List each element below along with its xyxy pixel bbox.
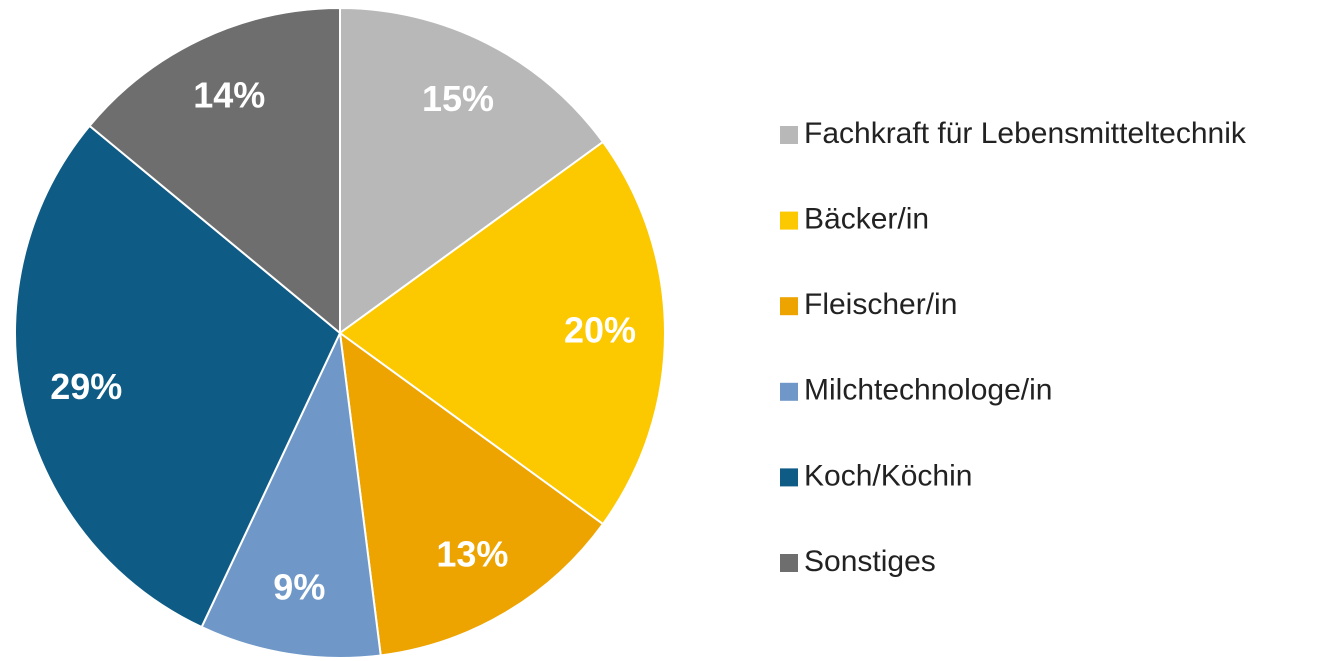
legend-label: Bäcker/in [804,203,929,236]
legend-label: Fachkraft für Lebensmitteltechnik [804,117,1247,150]
value-label: 29% [50,366,122,407]
legend-swatch [780,468,798,487]
value-label: 13% [436,533,508,574]
legend-swatch [780,297,798,316]
legend-swatch [780,382,798,401]
legend-label: Fleischer/in [804,288,957,321]
pie-slice [338,330,605,657]
legend-swatch [780,211,798,230]
value-label: 14% [193,74,265,115]
pie-slice [88,6,341,336]
pie-slice [338,140,667,526]
pie-slice [200,329,382,659]
legend-swatch [780,554,798,572]
legend-swatch [780,126,798,144]
pie-slice [14,124,342,629]
value-label: 20% [564,310,636,351]
legend-label: Sonstiges [804,545,936,578]
value-label: 15% [422,78,494,119]
legend-label: Milchtechnologe/in [804,374,1052,407]
legend-label: Koch/Köchin [804,459,972,492]
pie-slice [339,6,605,335]
value-label: 9% [273,566,325,607]
